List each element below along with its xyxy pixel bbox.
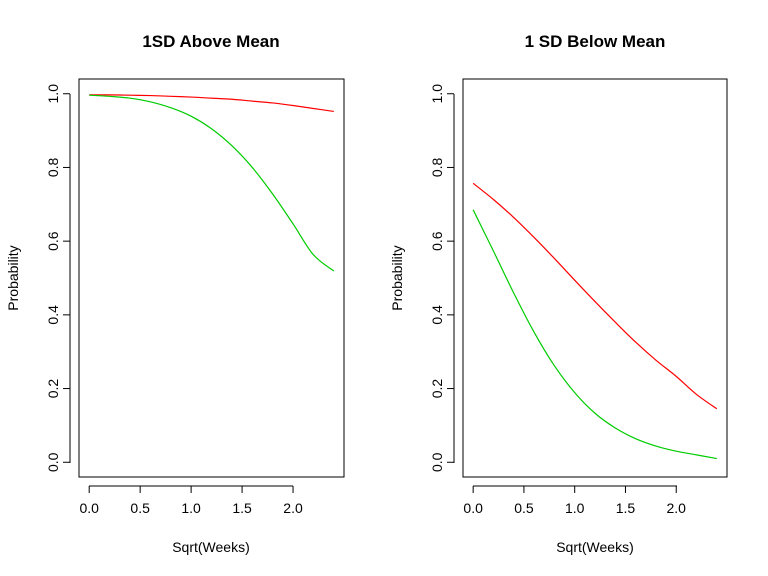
x-tick-label-right: 0.0 (463, 500, 483, 516)
series-line-left-1 (89, 94, 335, 272)
x-tick-label-left: 2.0 (283, 500, 303, 516)
y-tick-label-right: 0.2 (429, 379, 445, 399)
x-tick-label-left: 1.0 (181, 500, 201, 516)
chart-title-left: 1SD Above Mean (142, 32, 279, 51)
y-tick-label-right: 0.6 (429, 231, 445, 251)
x-axis-label-left: Sqrt(Weeks) (172, 539, 250, 555)
x-tick-label-left: 0.0 (79, 500, 99, 516)
series-line-left-0 (89, 94, 334, 113)
y-axis-label-right: Probability (389, 245, 405, 310)
x-tick-label-left: 1.5 (232, 500, 252, 516)
y-tick-label-left: 0.0 (45, 452, 61, 472)
x-tick-label-right: 0.5 (514, 500, 534, 516)
y-tick-label-left: 0.8 (45, 158, 61, 178)
y-tick-label-right: 0.4 (429, 305, 445, 325)
x-tick-label-right: 1.0 (565, 500, 585, 516)
y-axis-label-left: Probability (5, 245, 21, 310)
series-line-right-1 (472, 209, 717, 460)
y-tick-label-left: 0.2 (45, 379, 61, 399)
series-left (89, 94, 335, 272)
x-tick-label-left: 0.5 (130, 500, 150, 516)
x-axis-label-right: Sqrt(Weeks) (556, 539, 634, 555)
series-right (472, 182, 718, 460)
y-tick-label-right: 0.0 (429, 452, 445, 472)
plot-box-left (78, 78, 345, 478)
x-tick-label-right: 1.5 (616, 500, 636, 516)
x-tick-label-right: 2.0 (666, 500, 686, 516)
chart-title-right: 1 SD Below Mean (525, 32, 666, 51)
y-tick-label-right: 1.0 (429, 84, 445, 104)
y-tick-label-left: 0.4 (45, 305, 61, 325)
series-line-right-0 (472, 182, 718, 410)
chart-panel-left: 1SD Above Mean Sqrt(Weeks) Probability 0… (5, 32, 345, 555)
plot-box-right (462, 78, 728, 478)
ticks-right: 0.0 0.5 1.0 1.5 2.0 0.0 0.2 0.4 0.6 0.8 1.0 (429, 84, 686, 516)
y-tick-label-left: 0.6 (45, 231, 61, 251)
y-tick-label-right: 0.8 (429, 158, 445, 178)
chart-panel-right: 1 SD Below Mean Sqrt(Weeks) Probability … (389, 32, 728, 555)
ticks-left: 0.0 0.5 1.0 1.5 2.0 0.0 0.2 0.4 0.6 0.8 1.0 (45, 84, 303, 516)
y-tick-label-left: 1.0 (45, 84, 61, 104)
